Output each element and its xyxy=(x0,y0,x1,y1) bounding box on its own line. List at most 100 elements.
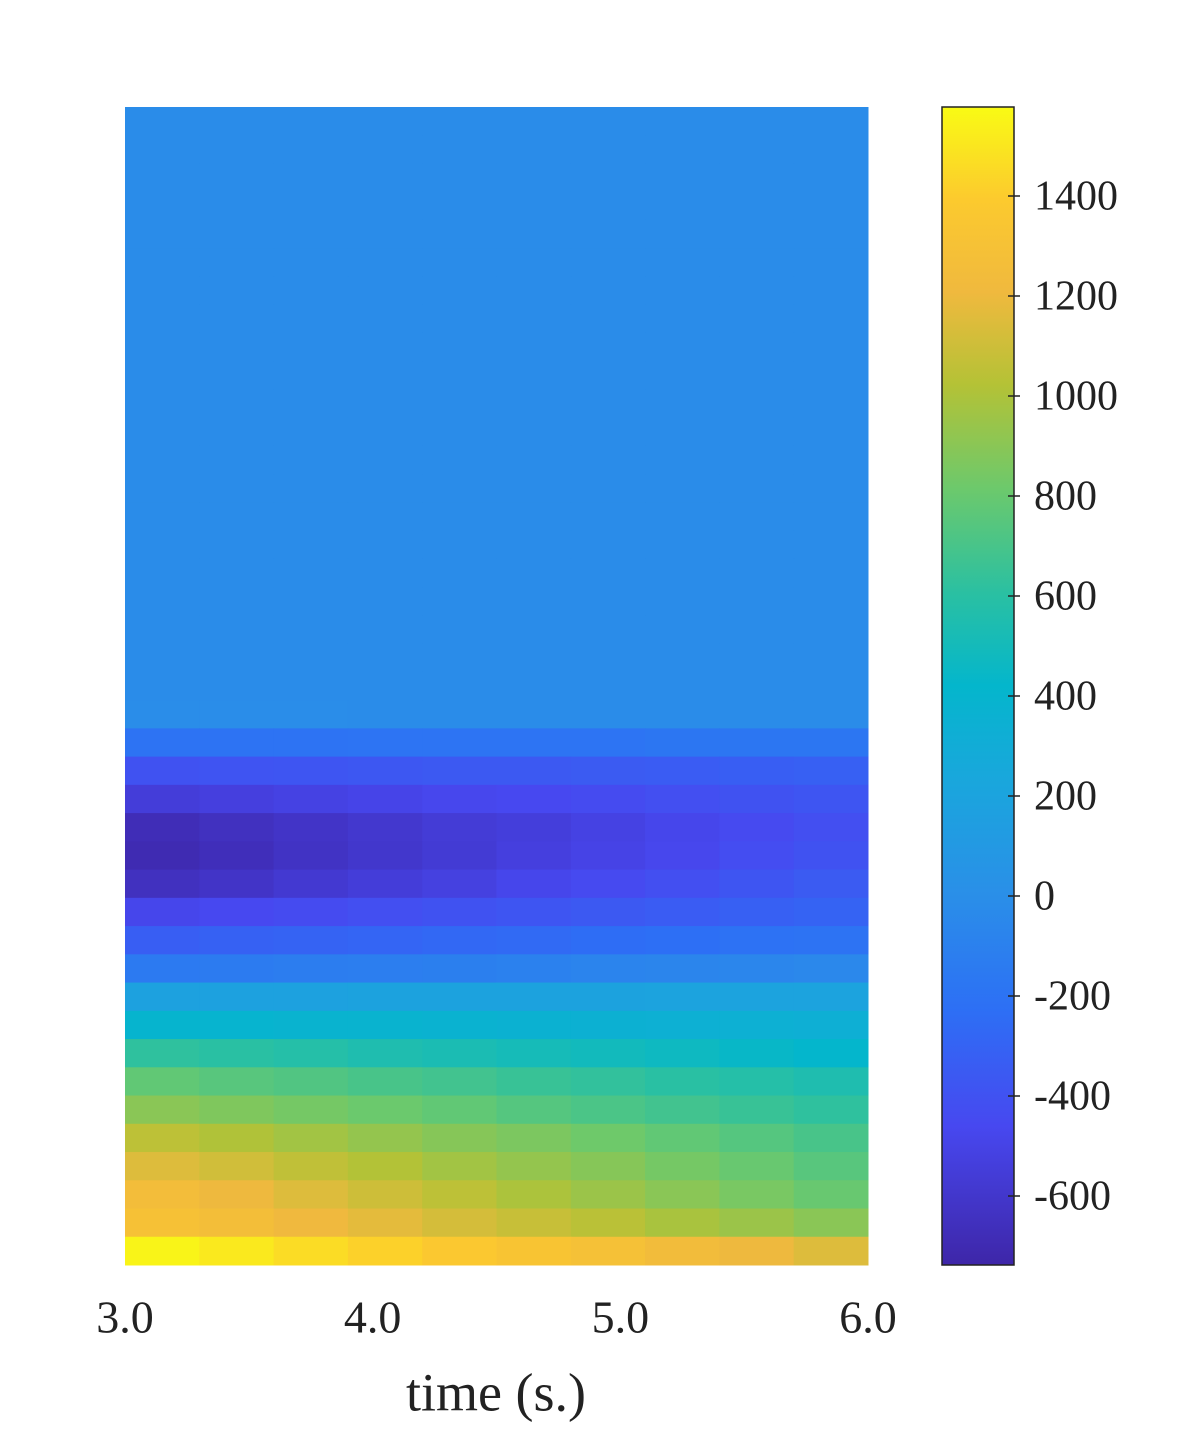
heatmap-cell xyxy=(125,1180,200,1210)
heatmap-cell xyxy=(347,163,423,193)
heatmap-cell xyxy=(719,869,795,899)
heatmap-cell xyxy=(793,502,869,532)
heatmap-cell xyxy=(273,1067,349,1097)
heatmap-cell xyxy=(719,1208,795,1238)
heatmap-cell xyxy=(645,1010,720,1040)
heatmap-cell xyxy=(719,389,795,419)
heatmap-cell xyxy=(125,841,200,871)
heatmap-cell xyxy=(125,700,200,729)
heatmap-cell xyxy=(347,135,423,164)
heatmap-cell xyxy=(347,1039,423,1068)
heatmap-cell xyxy=(793,1180,869,1210)
heatmap-cell xyxy=(793,700,869,729)
heatmap-cell xyxy=(570,615,646,645)
heatmap-cell xyxy=(645,587,720,616)
heatmap-cell xyxy=(273,361,349,390)
heatmap-cell xyxy=(645,389,720,419)
heatmap-cell xyxy=(496,728,572,758)
heatmap-cell xyxy=(199,474,275,503)
heatmap-cell xyxy=(645,417,720,447)
heatmap-cell xyxy=(422,813,497,842)
heatmap-cell xyxy=(347,1067,423,1097)
heatmap-cell xyxy=(422,417,497,447)
heatmap-cell xyxy=(422,389,497,419)
heatmap-cell xyxy=(273,728,349,758)
heatmap-cell xyxy=(719,276,795,306)
heatmap-cell xyxy=(719,813,795,842)
heatmap-cell xyxy=(273,1236,349,1266)
x-tick-label: 4.0 xyxy=(344,1292,402,1343)
heatmap-cell xyxy=(422,248,497,277)
heatmap-cell xyxy=(422,1208,497,1238)
heatmap-cell xyxy=(793,841,869,871)
heatmap-cell xyxy=(496,869,572,899)
heatmap-cell xyxy=(793,163,869,193)
heatmap-cell xyxy=(125,982,200,1012)
heatmap-cell xyxy=(496,756,572,786)
heatmap-cell xyxy=(422,163,497,193)
colorbar-tick-label: -200 xyxy=(1034,974,1111,1020)
colorbar-tick-label: 1200 xyxy=(1034,274,1118,320)
heatmap-cell xyxy=(199,784,275,814)
heatmap-cell xyxy=(645,756,720,786)
heatmap-cell xyxy=(273,219,349,249)
heatmap-cell xyxy=(793,417,869,447)
heatmap-cell xyxy=(496,954,572,984)
heatmap-cell xyxy=(793,1067,869,1097)
heatmap-cell xyxy=(496,389,572,419)
heatmap-cell xyxy=(273,700,349,729)
heatmap-cell xyxy=(645,1039,720,1068)
heatmap-cell xyxy=(645,502,720,532)
heatmap-cell xyxy=(273,671,349,701)
heatmap-cell xyxy=(570,1039,646,1068)
heatmap-cell xyxy=(125,163,200,193)
heatmap-cell xyxy=(793,1095,869,1125)
heatmap-cell xyxy=(570,982,646,1012)
heatmap-cell xyxy=(719,1180,795,1210)
x-tick-label: 5.0 xyxy=(592,1292,650,1343)
heatmap-cell xyxy=(496,304,572,334)
heatmap-cell xyxy=(125,1208,200,1238)
heatmap-cell xyxy=(496,135,572,164)
heatmap-cell xyxy=(347,361,423,390)
heatmap-cell xyxy=(570,417,646,447)
colorbar-tick-label: 1400 xyxy=(1034,174,1118,220)
heatmap-cell xyxy=(347,1123,423,1153)
heatmap-cell xyxy=(347,869,423,899)
heatmap-cell xyxy=(645,1236,720,1266)
heatmap-cell xyxy=(422,1152,497,1181)
heatmap-cell xyxy=(570,276,646,306)
heatmap-cell xyxy=(645,474,720,503)
heatmap-cell xyxy=(645,276,720,306)
heatmap-cell xyxy=(719,841,795,871)
heatmap-cell xyxy=(793,954,869,984)
heatmap-cell xyxy=(496,1010,572,1040)
heatmap-cell xyxy=(199,332,275,362)
heatmap-cell xyxy=(199,1180,275,1210)
heatmap-cell xyxy=(199,1152,275,1181)
heatmap-cell xyxy=(422,982,497,1012)
heatmap-cell xyxy=(422,587,497,616)
heatmap-cell xyxy=(496,700,572,729)
heatmap-cell xyxy=(570,643,646,673)
heatmap-cell xyxy=(570,474,646,503)
heatmap-cell xyxy=(422,784,497,814)
heatmap-cell xyxy=(719,1095,795,1125)
heatmap-cell xyxy=(496,1039,572,1068)
heatmap-cell xyxy=(496,982,572,1012)
heatmap-cell xyxy=(273,417,349,447)
heatmap-cell xyxy=(199,361,275,390)
heatmap-cell xyxy=(645,135,720,164)
heatmap-cell xyxy=(422,869,497,899)
heatmap-cell xyxy=(793,276,869,306)
heatmap-cell xyxy=(496,332,572,362)
heatmap-cell xyxy=(570,671,646,701)
heatmap-cell xyxy=(570,1180,646,1210)
heatmap-cell xyxy=(199,700,275,729)
heatmap-cell xyxy=(199,841,275,871)
heatmap-cell xyxy=(125,135,200,164)
heatmap-cell xyxy=(719,756,795,786)
heatmap-cell xyxy=(496,671,572,701)
heatmap-cell xyxy=(570,784,646,814)
heatmap-cell xyxy=(645,784,720,814)
